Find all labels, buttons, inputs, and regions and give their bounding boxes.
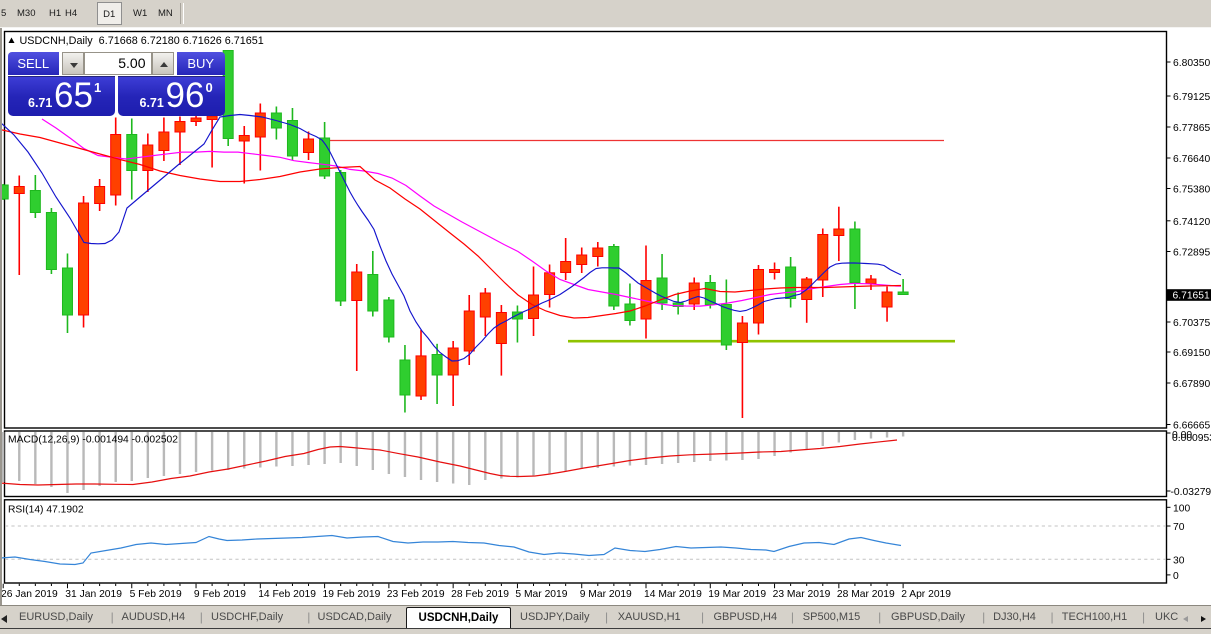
svg-text:6.72895: 6.72895	[1173, 248, 1210, 259]
svg-text:6.74120: 6.74120	[1173, 217, 1210, 228]
svg-text:6.76640: 6.76640	[1173, 154, 1210, 165]
svg-text:6.67890: 6.67890	[1173, 379, 1210, 390]
svg-text:9 Mar 2019: 9 Mar 2019	[580, 589, 632, 600]
svg-text:70: 70	[1173, 522, 1185, 533]
svg-text:14 Mar 2019: 14 Mar 2019	[644, 589, 702, 600]
svg-text:30: 30	[1173, 555, 1185, 566]
svg-text:28 Feb 2019: 28 Feb 2019	[451, 589, 509, 600]
svg-text:0: 0	[1173, 571, 1179, 582]
svg-text:6.77865: 6.77865	[1173, 123, 1210, 134]
svg-text:5 Mar 2019: 5 Mar 2019	[515, 589, 567, 600]
svg-text:26 Jan 2019: 26 Jan 2019	[1, 589, 58, 600]
svg-text:0.00: 0.00	[1172, 430, 1192, 441]
svg-text:USDCNH,Daily 6.71668 6.72180: USDCNH,Daily 6.71668 6.72180 6.71626 6.7…	[20, 35, 264, 47]
svg-text:14 Feb 2019: 14 Feb 2019	[258, 589, 316, 600]
svg-text:6.71651: 6.71651	[1173, 291, 1210, 302]
svg-text:MACD(12,26,9) -0.001494 -0.002: MACD(12,26,9) -0.001494 -0.002502	[8, 435, 178, 446]
svg-text:RSI(14) 47.1902: RSI(14) 47.1902	[8, 505, 84, 516]
svg-text:6.80350: 6.80350	[1173, 58, 1210, 69]
svg-text:19 Feb 2019: 19 Feb 2019	[323, 589, 381, 600]
svg-text:6.75380: 6.75380	[1173, 185, 1210, 196]
svg-text:28 Mar 2019: 28 Mar 2019	[837, 589, 895, 600]
svg-text:6.69150: 6.69150	[1173, 348, 1210, 359]
svg-text:6.66665: 6.66665	[1173, 421, 1210, 432]
svg-text:0.000953: 0.000953	[1172, 433, 1211, 444]
svg-text:6.70375: 6.70375	[1173, 318, 1210, 329]
svg-text:23 Feb 2019: 23 Feb 2019	[387, 589, 445, 600]
svg-text:100: 100	[1173, 503, 1190, 514]
svg-text:2 Apr 2019: 2 Apr 2019	[901, 589, 951, 600]
svg-text:5 Feb 2019: 5 Feb 2019	[130, 589, 182, 600]
svg-text:23 Mar 2019: 23 Mar 2019	[773, 589, 831, 600]
svg-text:9 Feb 2019: 9 Feb 2019	[194, 589, 246, 600]
svg-text:-0.032793: -0.032793	[1171, 487, 1211, 498]
svg-text:19 Mar 2019: 19 Mar 2019	[708, 589, 766, 600]
svg-text:6.79125: 6.79125	[1173, 92, 1210, 103]
svg-text:31 Jan 2019: 31 Jan 2019	[65, 589, 122, 600]
